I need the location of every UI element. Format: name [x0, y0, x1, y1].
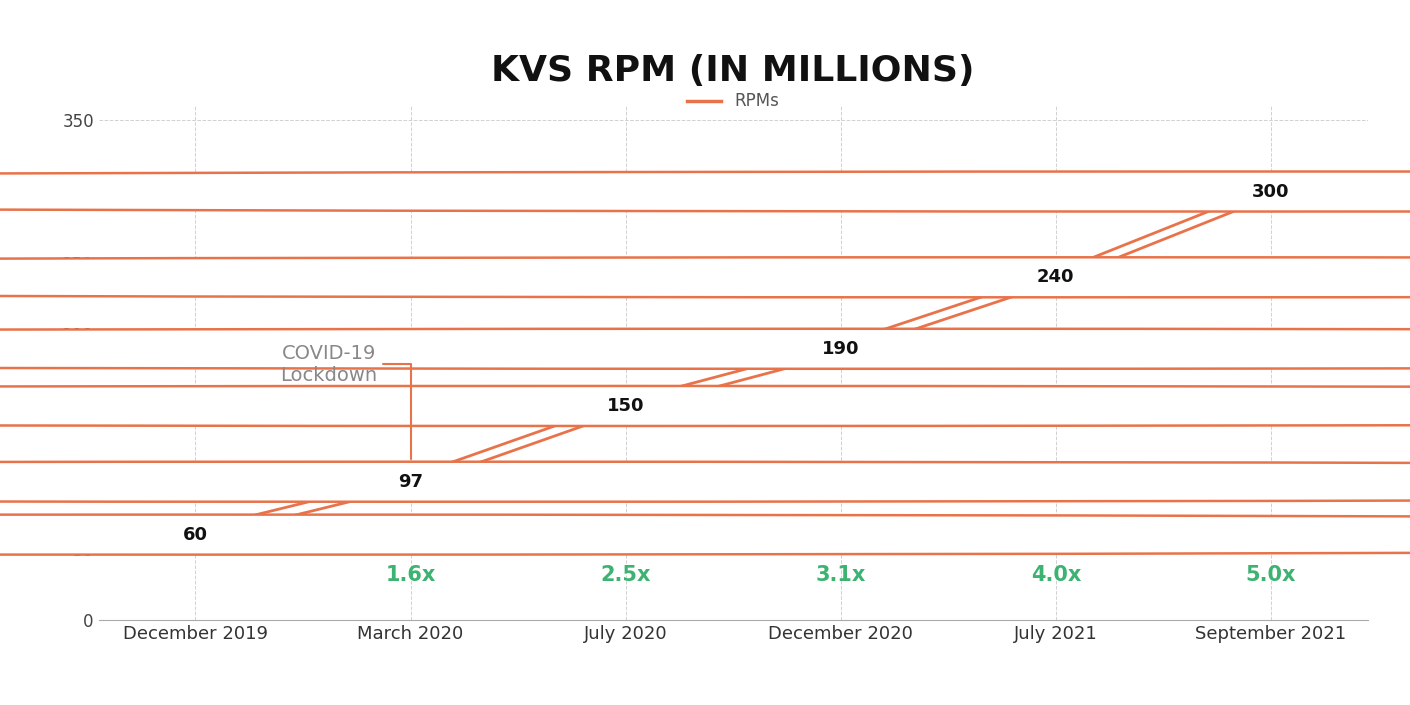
Text: 1.6x: 1.6x — [385, 565, 436, 584]
Text: 300: 300 — [1252, 183, 1290, 200]
Title: KVS RPM (IN MILLIONS): KVS RPM (IN MILLIONS) — [492, 54, 974, 87]
Circle shape — [0, 171, 1410, 212]
Circle shape — [0, 386, 1410, 426]
Text: 190: 190 — [822, 340, 860, 357]
Text: 5.0x: 5.0x — [1245, 565, 1296, 584]
Circle shape — [0, 329, 1410, 369]
Text: COVID-19
Lockdown: COVID-19 Lockdown — [281, 343, 410, 459]
Text: 150: 150 — [606, 397, 644, 415]
Text: 4.0x: 4.0x — [1031, 565, 1081, 584]
Text: 2.5x: 2.5x — [601, 565, 651, 584]
Text: 60: 60 — [183, 526, 209, 544]
Circle shape — [0, 515, 1410, 555]
Text: 240: 240 — [1038, 269, 1074, 286]
Circle shape — [0, 257, 1410, 298]
Text: 97: 97 — [398, 473, 423, 491]
Text: 3.1x: 3.1x — [815, 565, 866, 584]
Circle shape — [0, 462, 1410, 502]
Legend: RPMs: RPMs — [681, 86, 785, 117]
